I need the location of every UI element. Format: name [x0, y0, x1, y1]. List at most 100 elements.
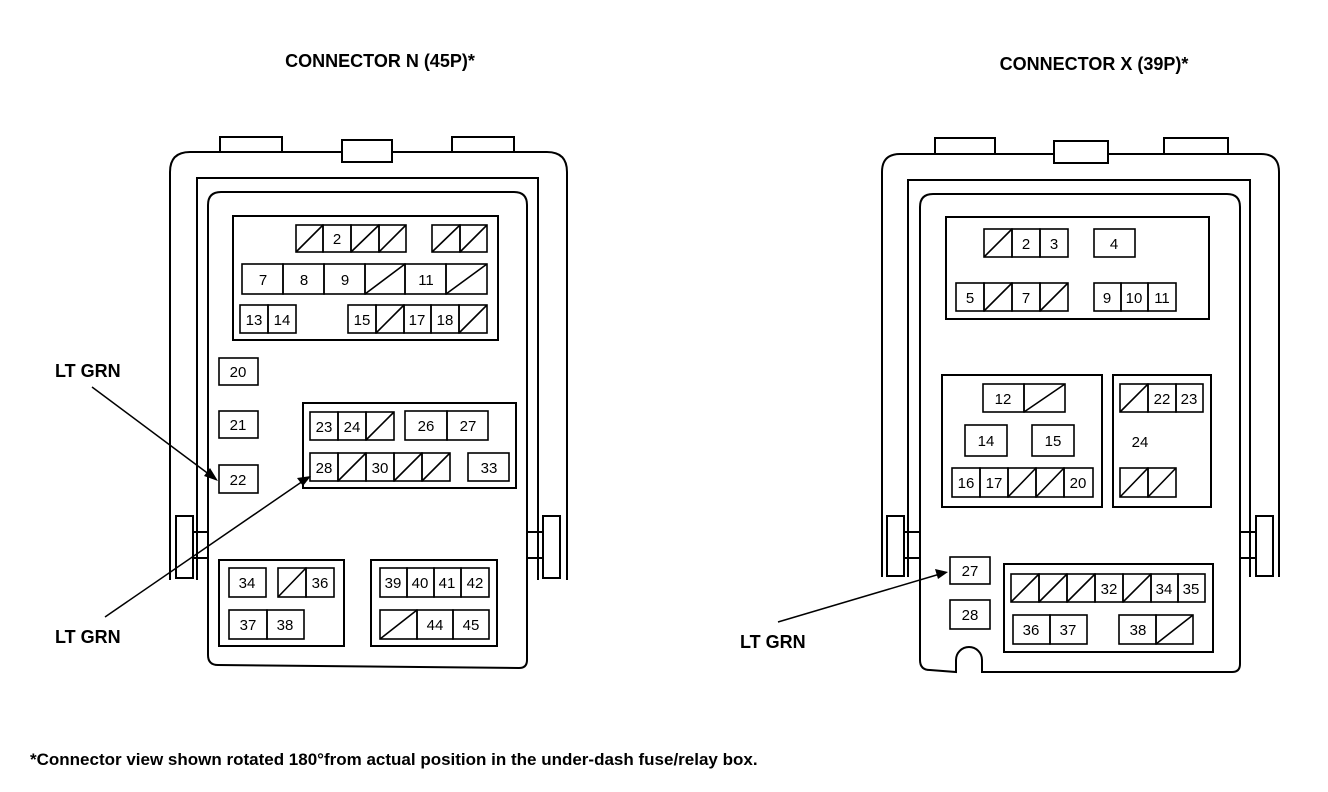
connector-x-group-middle-left: [941, 374, 1103, 508]
terminal-label: 45: [463, 617, 480, 634]
terminal-label: 5: [966, 290, 974, 307]
footnote: *Connector view shown rotated 180°from a…: [30, 750, 758, 769]
terminal-label: 13: [246, 312, 263, 329]
terminal-cell: [1147, 467, 1177, 498]
terminal-cell: [421, 452, 451, 482]
terminal-label: 34: [1156, 581, 1173, 598]
connector-x-group-bottom: [1003, 563, 1214, 653]
connector-n-face: [207, 191, 528, 670]
terminal-label: 24: [344, 419, 361, 436]
leader-line: [91, 386, 211, 476]
terminal-cell: [459, 224, 488, 253]
terminal-label: 35: [1183, 581, 1200, 598]
terminal-label: 26: [418, 418, 435, 435]
terminal-cell: [1039, 228, 1069, 258]
connector-n-tab-left: [219, 136, 283, 153]
connector-x-tab-left: [934, 137, 996, 155]
terminal-cell: [446, 410, 489, 441]
connector-x-rail: [907, 179, 1251, 577]
arrow-head: [204, 468, 218, 481]
terminal-cell: [267, 304, 297, 334]
arrow-head: [297, 476, 311, 486]
terminal-label: 15: [1045, 433, 1062, 450]
arrow-head: [935, 569, 948, 579]
terminal-label: 7: [1022, 290, 1030, 307]
connector-n-tab-center: [341, 139, 393, 163]
terminal-label: 10: [1126, 290, 1143, 307]
terminal-label: 20: [1070, 475, 1087, 492]
terminal-cell: [949, 556, 991, 585]
leader-line: [104, 480, 304, 618]
terminal-label: 16: [958, 475, 975, 492]
terminal-label: 38: [277, 617, 294, 634]
terminal-cell: [452, 609, 490, 640]
terminal-cell: [378, 224, 407, 253]
leader-line: [777, 573, 941, 623]
terminal-label: 12: [995, 391, 1012, 408]
terminal-label: 28: [962, 607, 979, 624]
terminal-label: 18: [437, 312, 454, 329]
connector-x-latch-right: [1255, 515, 1274, 577]
terminal-label: 2: [1022, 236, 1030, 253]
connector-n-latch-left: [175, 515, 194, 579]
terminal-cell: [266, 609, 305, 640]
terminal-label: 11: [418, 272, 434, 289]
connector-n-group-bottom-left: [218, 559, 345, 647]
wire-color-label: LT GRN: [55, 627, 121, 647]
terminal-cell: [1039, 282, 1069, 312]
terminal-cell: [305, 567, 335, 598]
terminal-cell: [1155, 614, 1194, 645]
terminal-label: 8: [300, 272, 308, 289]
terminal-label: 36: [312, 575, 329, 592]
terminal-label: 14: [978, 433, 995, 450]
terminal-cell: [228, 567, 267, 598]
terminal-cell: [1147, 282, 1177, 312]
terminal-cell: [365, 411, 395, 441]
terminal-cell: [1175, 383, 1204, 413]
connector-x-group-top: [945, 216, 1210, 320]
terminal-cell: [445, 263, 488, 295]
terminal-label: 41: [439, 575, 456, 592]
connector-x-latch-left: [886, 515, 905, 577]
wire-color-label: LT GRN: [740, 632, 806, 652]
terminal-label: 9: [1103, 290, 1111, 307]
terminal-label: 20: [230, 364, 247, 381]
terminal-label: 28: [316, 460, 333, 477]
terminal-label: 38: [1130, 622, 1147, 639]
connector-x-group-middle-right: [1112, 374, 1212, 508]
terminal-label: 15: [354, 312, 371, 329]
connector-x-tab-right: [1163, 137, 1229, 155]
terminal-cell: [1063, 467, 1094, 498]
terminal-cell: [218, 410, 259, 439]
terminal-label: 2: [333, 231, 341, 248]
terminal-label: 22: [1154, 391, 1171, 408]
connector-x-face: [919, 193, 1241, 674]
terminal-cell: [218, 464, 259, 494]
terminal-label: 22: [230, 472, 247, 489]
connector-n-tab-right: [451, 136, 515, 153]
terminal-label: 7: [259, 272, 267, 289]
terminal-label: 36: [1023, 622, 1040, 639]
terminal-label: 23: [316, 419, 333, 436]
terminal-cell: [1177, 573, 1206, 603]
connector-n-title: CONNECTOR N (45P)*: [285, 51, 475, 71]
connector-x-terminals: 2 3 4 5 7 9 10 11 12 14: [949, 228, 1206, 645]
terminal-label: 11: [1154, 290, 1170, 307]
connector-n-terminals: 2 7 8 9 11 13 14: [218, 224, 510, 640]
terminal-cell: [458, 304, 488, 334]
terminal-label: 34: [239, 575, 256, 592]
terminal-cell: [1031, 424, 1075, 457]
terminal-cell: [1093, 228, 1136, 258]
terminal-cell: [949, 599, 991, 630]
terminal-label: 24: [1132, 434, 1149, 451]
terminal-label: 27: [460, 418, 477, 435]
terminal-label: 37: [1060, 622, 1077, 639]
connector-x-tab-center: [1053, 140, 1109, 164]
connector-n-group-bottom-right: [370, 559, 498, 647]
terminal-cell: [218, 357, 259, 386]
wire-color-label: LT GRN: [55, 361, 121, 381]
terminal-label: 33: [481, 460, 498, 477]
connector-x: CONNECTOR X (39P)* 2 3 4: [740, 54, 1280, 674]
terminal-cell: [467, 452, 510, 482]
